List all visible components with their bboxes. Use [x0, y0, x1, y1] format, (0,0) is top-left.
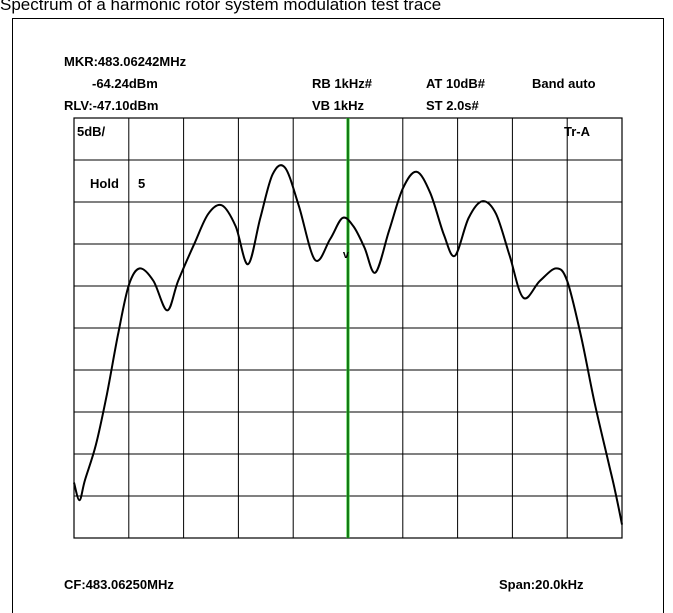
scale-per-division: 5dB/ — [77, 124, 106, 139]
attenuation: AT 10dB# — [426, 76, 485, 91]
marker-frequency: MKR:483.06242MHz — [64, 54, 187, 69]
frequency-span: Span:20.0kHz — [499, 577, 584, 592]
cropped-caption: Spectrum of a harmonic rotor system modu… — [0, 0, 442, 14]
marker-symbol: v — [343, 249, 350, 261]
marker-level: -64.24dBm — [92, 76, 158, 91]
resolution-bandwidth: RB 1kHz# — [312, 76, 372, 91]
hold-count: 5 — [138, 176, 146, 191]
sweep-time: ST 2.0s# — [426, 98, 479, 113]
band-mode: Band auto — [532, 76, 596, 91]
trace-label: Tr-A — [564, 124, 590, 139]
video-bandwidth: VB 1kHz — [312, 98, 365, 113]
spectrum-trace — [73, 164, 623, 525]
analyzer-display-frame — [12, 18, 664, 613]
hold-label: Hold — [90, 176, 119, 191]
center-frequency: CF:483.06250MHz — [64, 577, 174, 592]
reference-level: RLV:-47.10dBm — [64, 98, 159, 113]
